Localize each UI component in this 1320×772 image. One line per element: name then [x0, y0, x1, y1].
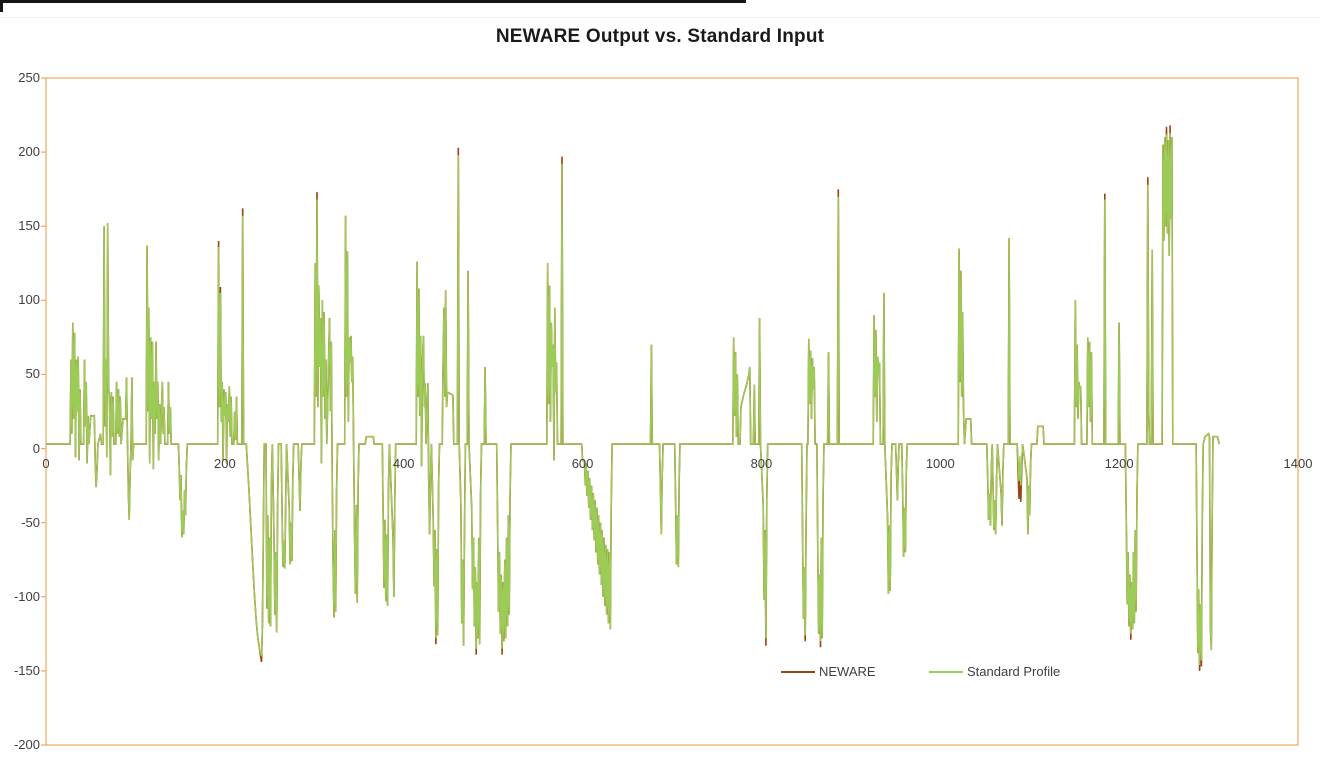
x-axis-tick-label: 1000	[925, 455, 955, 471]
x-axis-tick-label: 0	[42, 455, 50, 471]
y-axis-tick-label: 250	[18, 70, 40, 85]
x-axis-tick-label: 600	[571, 455, 594, 471]
standard-profile-line-swatch	[929, 671, 963, 673]
y-axis-tick-label: 0	[32, 440, 40, 456]
x-axis-tick-label: 1400	[1283, 455, 1313, 471]
y-axis-tick-label: 200	[18, 144, 40, 160]
legend-item-neware: NEWARE	[781, 664, 876, 680]
legend-label-standard-profile: Standard Profile	[967, 664, 1061, 679]
neware-line-swatch	[781, 671, 815, 673]
y-axis-tick-label: -200	[13, 737, 40, 752]
top-faint-divider	[0, 17, 1320, 18]
y-axis-ticks	[41, 77, 46, 746]
y-axis-tick-label: -100	[13, 588, 40, 604]
chart-title: NEWARE Output vs. Standard Input	[495, 26, 825, 47]
y-axis-tick-label: 100	[18, 292, 40, 308]
top-border-line	[0, 0, 746, 3]
x-axis-tick-label: 800	[750, 455, 773, 471]
top-border-corner	[0, 0, 3, 12]
y-axis-tick-label: -50	[21, 514, 40, 530]
legend-label-neware: NEWARE	[819, 664, 876, 679]
legend-item-standard-profile: Standard Profile	[929, 664, 1060, 680]
x-axis-tick-label: 200	[213, 455, 236, 471]
y-axis-tick-label: -150	[13, 662, 40, 678]
plot-border	[45, 77, 1299, 746]
y-axis-tick-label: 50	[25, 366, 40, 382]
y-axis-tick-label: 150	[18, 218, 40, 234]
x-axis-tick-label: 400	[392, 455, 415, 471]
series-line-standard-profile	[46, 132, 1220, 666]
x-axis-tick-label: 1200	[1104, 455, 1134, 471]
series-lines	[46, 125, 1221, 671]
